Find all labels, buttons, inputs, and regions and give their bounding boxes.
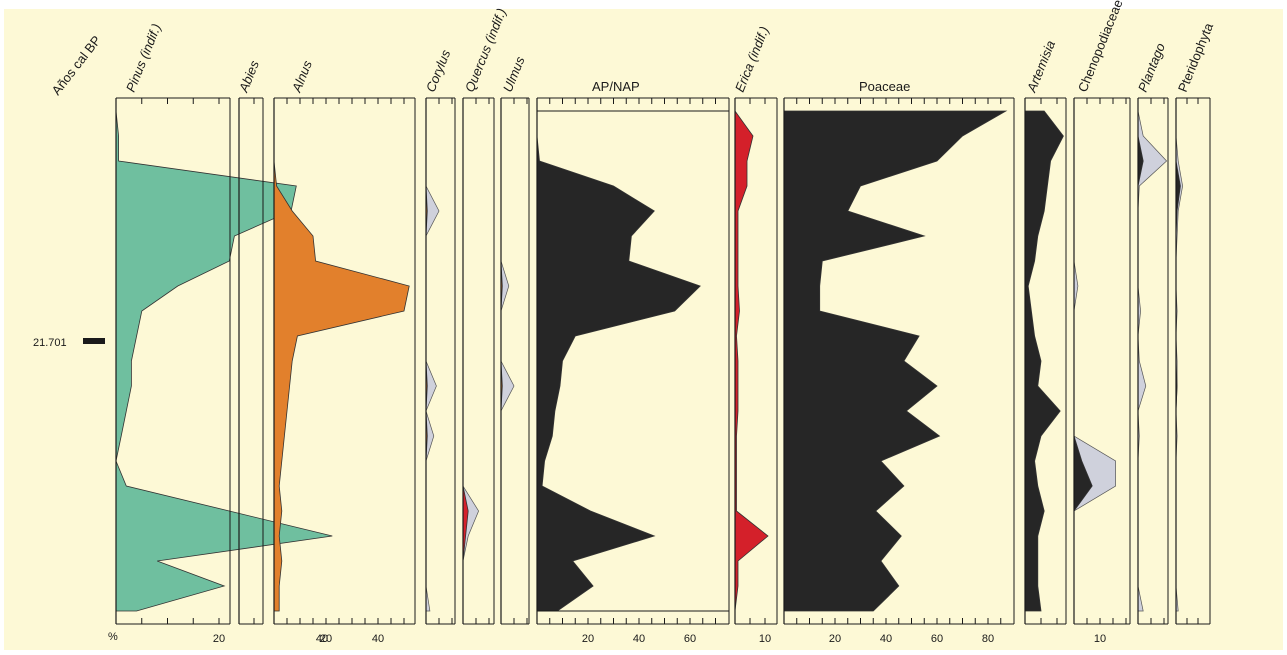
tick-label-ap-nap: 40 [633, 633, 645, 645]
tick-label-poaceae: 40 [880, 633, 892, 645]
age-marker-bar [83, 338, 105, 344]
tick-label-poaceae: 60 [931, 633, 943, 645]
series-curve-alnus [273, 111, 410, 612]
series-curve-pinus-indif [115, 110, 333, 612]
tick-label-chenopodiaceae: 10 [1094, 633, 1106, 645]
age-marker-label: 21.701 [33, 337, 67, 349]
tick-label-alnus: 20 [320, 633, 332, 645]
series-curve-ap-nap [536, 111, 701, 612]
tick-label-pinus-indif: 20 [213, 633, 225, 645]
tick-label-ap-nap: 20 [582, 633, 594, 645]
series-title-poaceae: Poaceae [859, 79, 910, 94]
tick-label-alnus: 40 [372, 633, 384, 645]
panel-poaceae: 20 40 60 80 Poaceae [783, 79, 1015, 645]
tick-label-ap-nap: 60 [684, 633, 696, 645]
panel-ap-nap: 20 40 60 AP/NAP [536, 79, 730, 645]
series-curve-artemisia [1024, 110, 1064, 612]
series-curve-erica-indif [734, 109, 769, 612]
tick-label-poaceae: 20 [829, 633, 841, 645]
tick-label-erica-indif: 10 [759, 633, 771, 645]
series-title-ap-nap: AP/NAP [592, 79, 640, 94]
x-unit-label: % [108, 631, 118, 643]
tick-label-poaceae: 80 [982, 633, 994, 645]
series-curve-poaceae [783, 110, 1008, 612]
tick-label-pinus-indif: 40 [316, 633, 328, 645]
